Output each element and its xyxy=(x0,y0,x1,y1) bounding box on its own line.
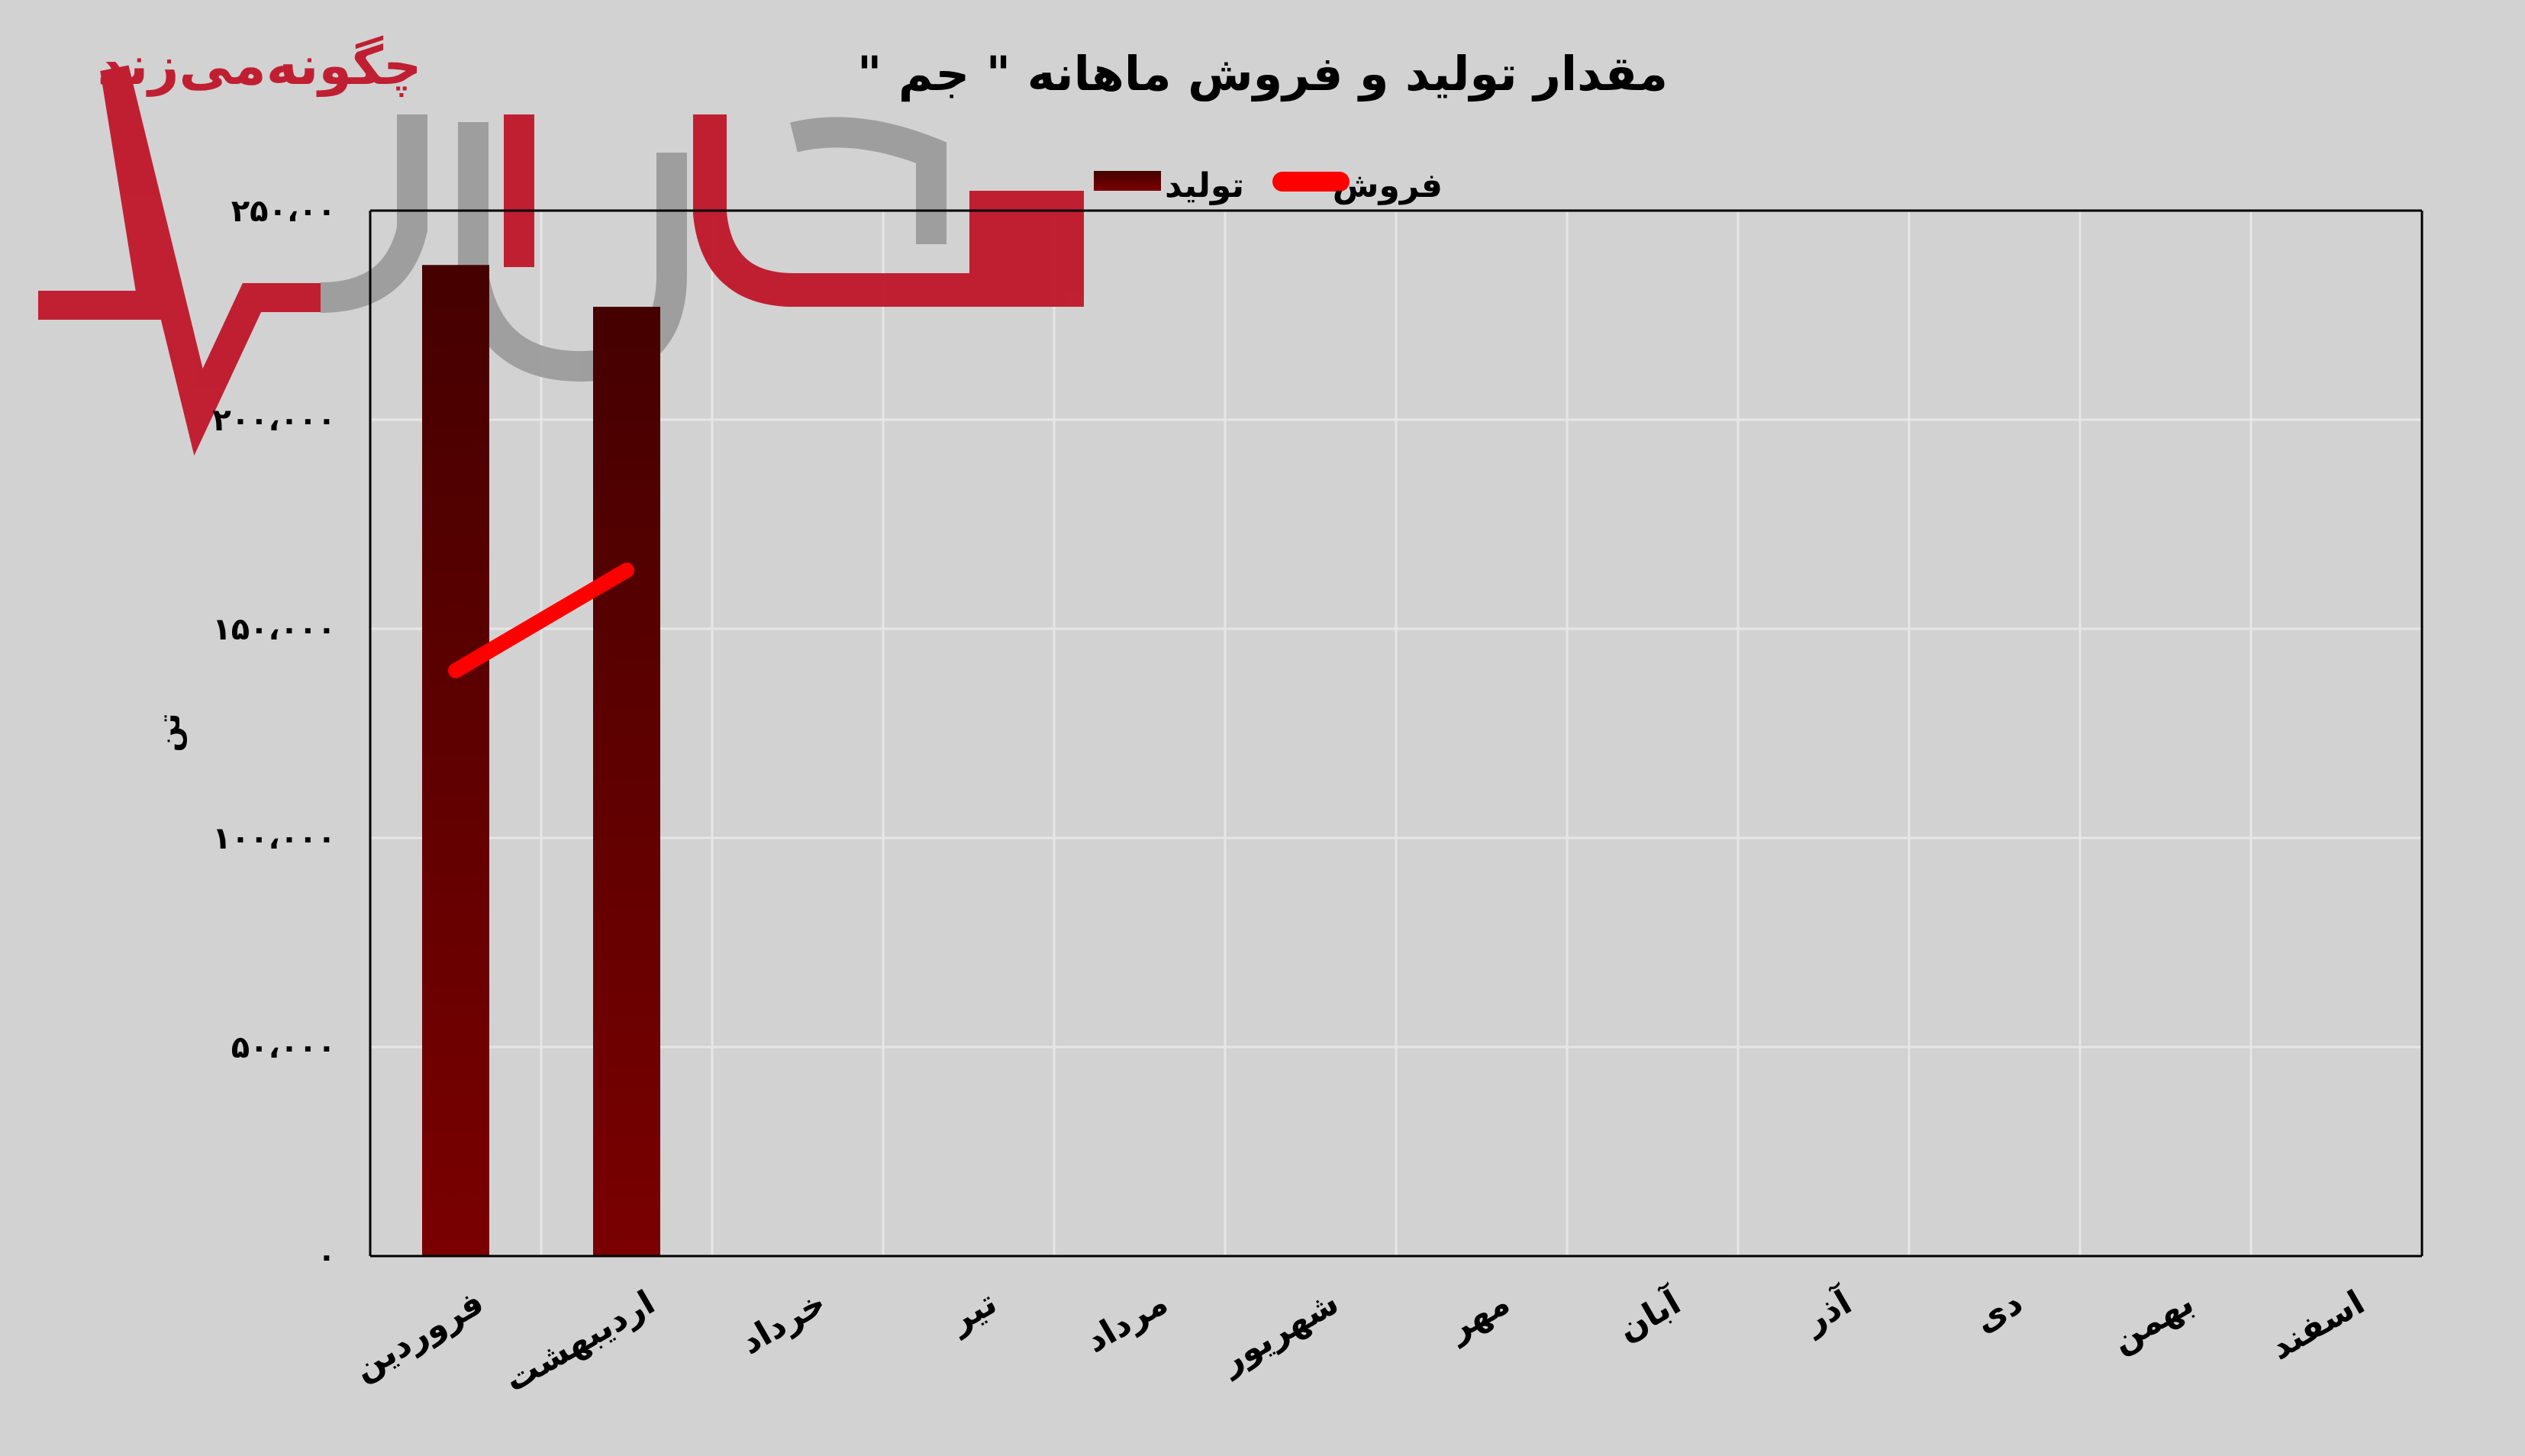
y-tick-label: ۱۵۰،۰۰۰ xyxy=(212,612,336,647)
x-tick-label: فروردین xyxy=(347,1283,491,1388)
svg-text:چگونه‌می‌زند: چگونه‌می‌زند xyxy=(98,34,422,98)
y-tick-label: ۱۰۰،۰۰۰ xyxy=(212,821,336,856)
x-tick-label: شهریور xyxy=(1213,1283,1346,1382)
x-tick-label: خرداد xyxy=(734,1283,833,1362)
x-tick-label: بهمن xyxy=(2105,1283,2201,1361)
y-tick-label: ۲۵۰،۰۰ xyxy=(231,194,336,229)
legend-label-sales: فروش xyxy=(1333,166,1443,205)
x-tick-label: اسفند xyxy=(2263,1283,2371,1367)
legend-label-production: تولید xyxy=(1165,166,1244,205)
y-tick-label: ۵۰،۰۰۰ xyxy=(231,1030,336,1065)
x-tick-label: مهر xyxy=(1440,1283,1517,1349)
line-sales xyxy=(448,562,634,678)
point-sales xyxy=(626,569,627,572)
y-axis-label: تن xyxy=(152,713,187,752)
chart-title: مقدار تولید و فروش ماهانه " جم " xyxy=(857,46,1668,101)
x-tick-label: تیر xyxy=(942,1283,1004,1341)
x-tick-label: آبان xyxy=(1610,1280,1688,1349)
x-tick-label: مرداد xyxy=(1079,1283,1175,1361)
x-tick-label: آذر xyxy=(1795,1280,1859,1342)
y-tick-label: ۲۰۰،۰۰۰ xyxy=(212,403,336,438)
legend: تولید فروش xyxy=(1094,166,1443,205)
point-sales xyxy=(455,669,456,672)
logo-pulse-icon xyxy=(38,65,321,456)
bar-production xyxy=(422,265,489,1256)
gridlines xyxy=(370,211,2422,1256)
x-tick-label: اردیبهشت xyxy=(498,1283,661,1400)
bar-production xyxy=(593,307,660,1256)
y-tick-label: ۰ xyxy=(318,1239,336,1274)
x-tick-label: دی xyxy=(1969,1283,2030,1341)
legend-swatch-production xyxy=(1094,171,1161,191)
